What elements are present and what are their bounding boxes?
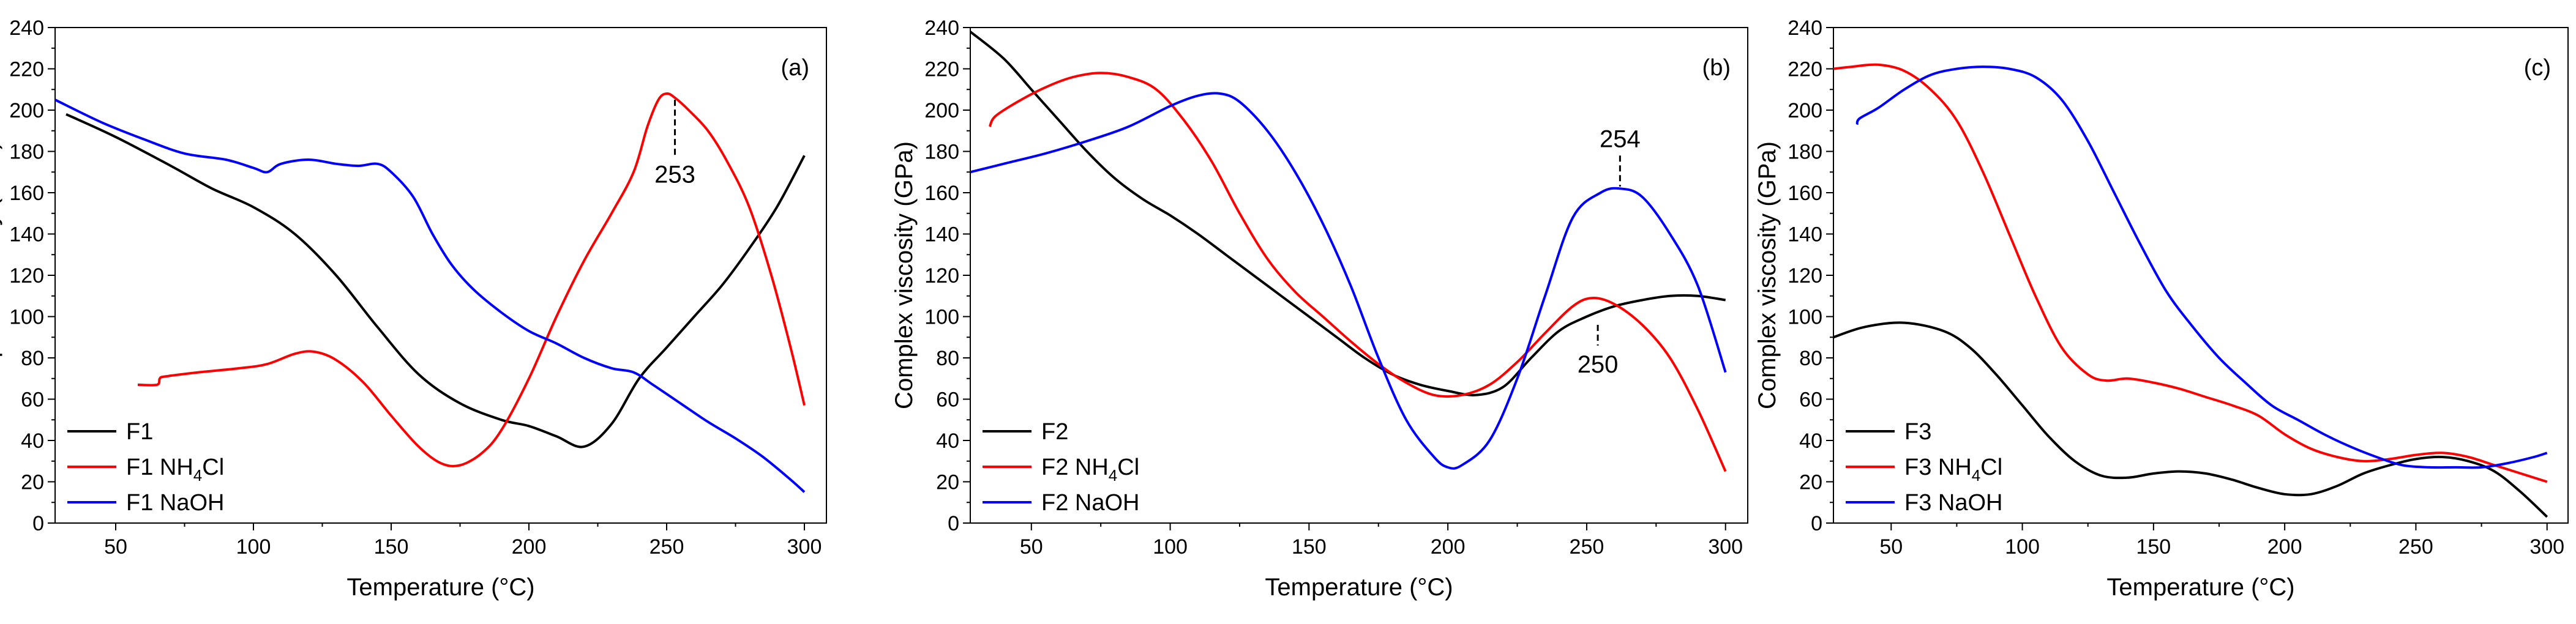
panel-label: (b) — [1702, 55, 1731, 81]
y-tick-label: 0 — [32, 512, 44, 535]
y-tick-label: 240 — [9, 17, 44, 40]
plot-frame — [970, 27, 1748, 524]
plot-frame — [54, 27, 827, 524]
series-line-f1-nh4cl — [137, 92, 806, 467]
legend-label: F3 NaOH — [1904, 490, 2002, 516]
annotation-label: 250 — [1578, 351, 1619, 378]
x-tick-label: 150 — [1292, 535, 1327, 559]
legend-label: F2 — [1041, 419, 1068, 445]
x-axis-label: Temperature (°C) — [2106, 574, 2294, 601]
legend-label: F2 NaOH — [1041, 490, 1139, 516]
x-tick-label: 50 — [1879, 535, 1903, 559]
y-tick-label: 180 — [1788, 141, 1822, 164]
legend-label: F2 NH4Cl — [1041, 455, 1139, 485]
y-tick-label: 40 — [21, 429, 44, 453]
y-tick-label: 100 — [1788, 306, 1822, 329]
y-tick-label: 200 — [924, 99, 959, 122]
y-tick-label: 20 — [1799, 471, 1822, 494]
y-tick-label: 100 — [9, 306, 44, 329]
y-tick-label: 120 — [1788, 264, 1822, 288]
y-tick-label: 0 — [1811, 512, 1822, 535]
x-tick-label: 100 — [2005, 535, 2040, 559]
panel-label: (c) — [2524, 55, 2551, 81]
x-tick-label: 300 — [787, 535, 822, 559]
x-tick-label: 300 — [1708, 535, 1743, 559]
y-tick-label: 120 — [924, 264, 959, 288]
y-tick-label: 180 — [9, 141, 44, 164]
series-line-f3-nh4cl — [1833, 63, 2548, 483]
series-line-f3-naoh — [1855, 65, 2548, 469]
y-axis-label: Complex viscosity (GPa) — [0, 141, 2, 409]
y-tick-label: 80 — [21, 347, 44, 370]
legend-label: F1 NH4Cl — [126, 455, 224, 485]
y-tick-label: 60 — [1799, 388, 1822, 412]
series-line-f1 — [66, 113, 806, 448]
y-tick-label: 120 — [9, 264, 44, 288]
x-axis-label: Temperature (°C) — [346, 574, 534, 601]
legend-label: F1 NaOH — [126, 490, 224, 516]
series-line-f2-nh4cl — [988, 72, 1727, 472]
y-tick-label: 160 — [9, 182, 44, 205]
chart-panel-3: 0 20 40 60 80 100 120 140 160 180 200 220 240 50 100 15… — [1754, 17, 2569, 601]
x-tick-label: 250 — [2398, 535, 2433, 559]
y-tick-label: 240 — [924, 17, 959, 40]
y-tick-label: 100 — [924, 306, 959, 329]
x-tick-label: 200 — [512, 535, 547, 559]
y-tick-label: 240 — [1788, 17, 1822, 40]
annotation-label: 253 — [654, 161, 695, 188]
series-line-f1-naoh — [55, 98, 806, 493]
chart-panel-2: 0 20 40 60 80 100 120 140 160 180 200 220 240 50 100 15… — [891, 17, 1748, 601]
y-tick-label: 60 — [936, 388, 959, 412]
x-tick-label: 150 — [2136, 535, 2171, 559]
legend-label: F1 — [126, 419, 153, 445]
legend-label: F3 — [1904, 419, 1931, 445]
y-tick-label: 60 — [21, 388, 44, 412]
y-tick-label: 20 — [21, 471, 44, 494]
x-tick-label: 200 — [1431, 535, 1466, 559]
x-tick-label: 100 — [236, 535, 271, 559]
x-tick-label: 200 — [2267, 535, 2302, 559]
x-tick-label: 50 — [104, 535, 127, 559]
x-tick-label: 50 — [1020, 535, 1043, 559]
y-tick-label: 140 — [9, 223, 44, 247]
series-line-f3 — [1833, 321, 2548, 518]
series-line-f2-naoh — [970, 92, 1727, 470]
legend-label: F3 NH4Cl — [1904, 455, 2002, 485]
y-tick-label: 40 — [1799, 429, 1822, 453]
y-tick-label: 40 — [936, 429, 959, 453]
y-tick-label: 140 — [1788, 223, 1822, 247]
panel-label: (a) — [781, 55, 809, 81]
series-line-f2 — [970, 31, 1726, 396]
x-tick-label: 300 — [2529, 535, 2564, 559]
x-tick-label: 250 — [1570, 535, 1604, 559]
chart-panel-1: 0 20 40 60 80 100 120 140 160 180 200 220 240 50 100 15… — [0, 17, 827, 601]
y-tick-label: 140 — [924, 223, 959, 247]
y-tick-label: 160 — [924, 182, 959, 205]
y-tick-label: 180 — [924, 141, 959, 164]
y-tick-label: 220 — [1788, 58, 1822, 81]
x-axis-label: Temperature (°C) — [1265, 574, 1453, 601]
y-axis-label: Complex viscosity (GPa) — [891, 141, 918, 409]
y-axis-label: Complex viscosity (GPa) — [1754, 141, 1781, 409]
y-tick-label: 220 — [924, 58, 959, 81]
y-tick-label: 0 — [948, 512, 959, 535]
y-tick-label: 160 — [1788, 182, 1822, 205]
y-tick-label: 220 — [9, 58, 44, 81]
x-tick-label: 150 — [374, 535, 409, 559]
annotation-label: 254 — [1600, 125, 1641, 152]
y-tick-label: 80 — [936, 347, 959, 370]
y-tick-label: 200 — [1788, 99, 1822, 122]
x-tick-label: 250 — [650, 535, 684, 559]
y-tick-label: 80 — [1799, 347, 1822, 370]
x-tick-label: 100 — [1153, 535, 1188, 559]
y-tick-label: 20 — [936, 471, 959, 494]
y-tick-label: 200 — [9, 99, 44, 122]
